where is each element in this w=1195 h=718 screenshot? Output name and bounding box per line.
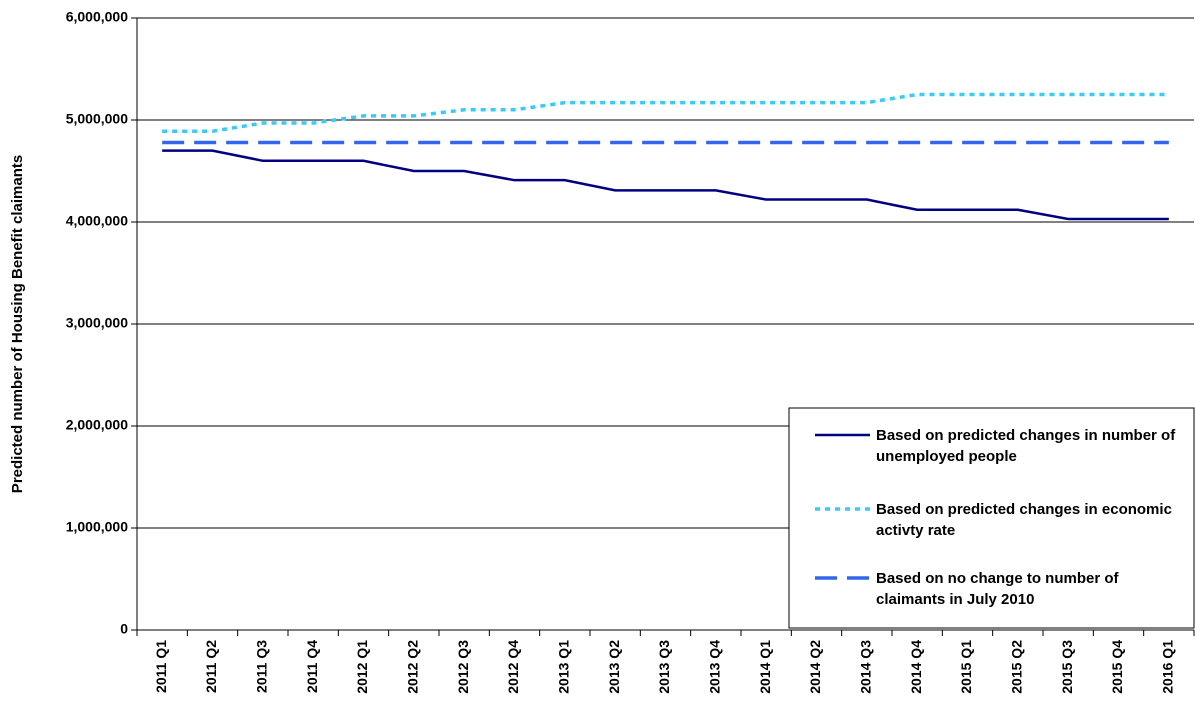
x-tick-label: 2012 Q3 (455, 640, 471, 694)
x-tick-label: 2015 Q1 (958, 640, 974, 694)
legend-label: Based on predicted changes in number of … (876, 427, 1176, 465)
y-tick-label: 3,000,000 (66, 315, 128, 331)
y-tick-label: 1,000,000 (66, 519, 128, 535)
x-tick-label: 2014 Q2 (807, 640, 823, 694)
y-tick-label: 6,000,000 (66, 9, 128, 25)
x-tick-label: 2014 Q1 (757, 640, 773, 694)
y-tick-label: 2,000,000 (66, 417, 128, 433)
x-tick-label: 2015 Q4 (1109, 640, 1125, 694)
x-tick-label: 2013 Q1 (556, 640, 572, 694)
x-tick-label: 2012 Q2 (405, 640, 421, 694)
y-tick-label: 0 (120, 621, 128, 637)
x-tick-label: 2014 Q3 (858, 640, 874, 694)
legend-label: Based on predicted changes in economic a… (876, 501, 1172, 539)
legend-box (788, 407, 1195, 629)
x-tick-label: 2014 Q4 (908, 640, 924, 694)
y-axis-title: Predicted number of Housing Benefit clai… (9, 155, 26, 493)
x-tick-label: 2015 Q2 (1009, 640, 1025, 694)
legend-label: Based on no change to number of claimant… (876, 570, 1119, 608)
series-line (162, 92, 1169, 133)
x-tick-label: 2013 Q3 (656, 640, 672, 694)
x-tick-label: 2011 Q3 (254, 640, 270, 693)
x-tick-label: 2012 Q4 (505, 640, 521, 694)
y-tick-label: 5,000,000 (66, 111, 128, 127)
y-tick-label: 4,000,000 (66, 213, 128, 229)
x-tick-label: 2011 Q2 (203, 640, 219, 693)
series-line (162, 149, 1169, 221)
x-tick-label: 2011 Q4 (304, 640, 320, 693)
x-tick-label: 2013 Q4 (707, 640, 723, 694)
x-tick-label: 2012 Q1 (354, 640, 370, 694)
x-tick-label: 2013 Q2 (606, 640, 622, 694)
x-tick-label: 2011 Q1 (153, 640, 169, 693)
x-tick-label: 2015 Q3 (1059, 640, 1075, 694)
x-tick-label: 2016 Q1 (1160, 640, 1176, 694)
